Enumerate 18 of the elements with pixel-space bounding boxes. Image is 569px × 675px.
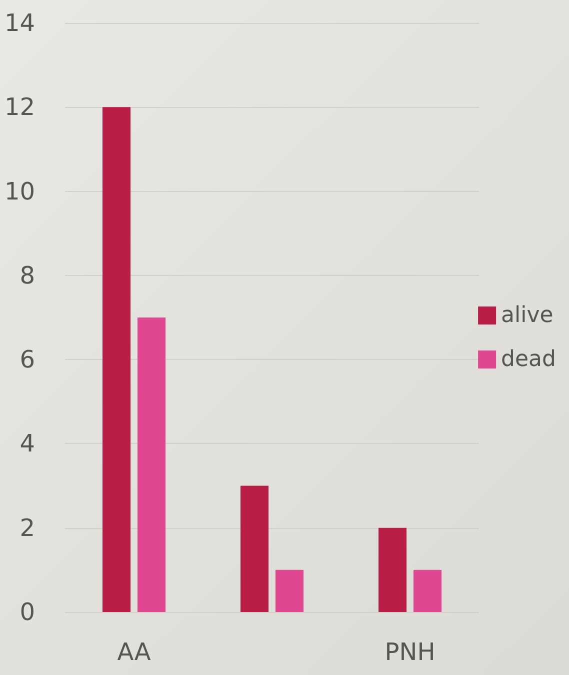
x-tick-label: AA <box>117 638 152 666</box>
bar <box>240 486 268 612</box>
bar <box>378 528 406 612</box>
y-tick-label: 4 <box>20 430 35 458</box>
y-tick-label: 10 <box>4 177 35 206</box>
y-tick-label: 14 <box>4 9 35 37</box>
y-tick-label: 6 <box>20 346 35 374</box>
legend-label: dead <box>501 347 556 372</box>
bar <box>276 570 304 612</box>
y-tick-label: 12 <box>4 93 35 122</box>
y-tick-label: 0 <box>20 598 35 626</box>
bar <box>102 107 130 612</box>
legend-label: alive <box>501 303 554 328</box>
bar <box>414 570 442 612</box>
x-tick-label: PNH <box>384 638 436 666</box>
bar <box>138 318 166 612</box>
y-tick-label: 8 <box>20 261 35 290</box>
y-tick-label: 2 <box>20 514 35 542</box>
